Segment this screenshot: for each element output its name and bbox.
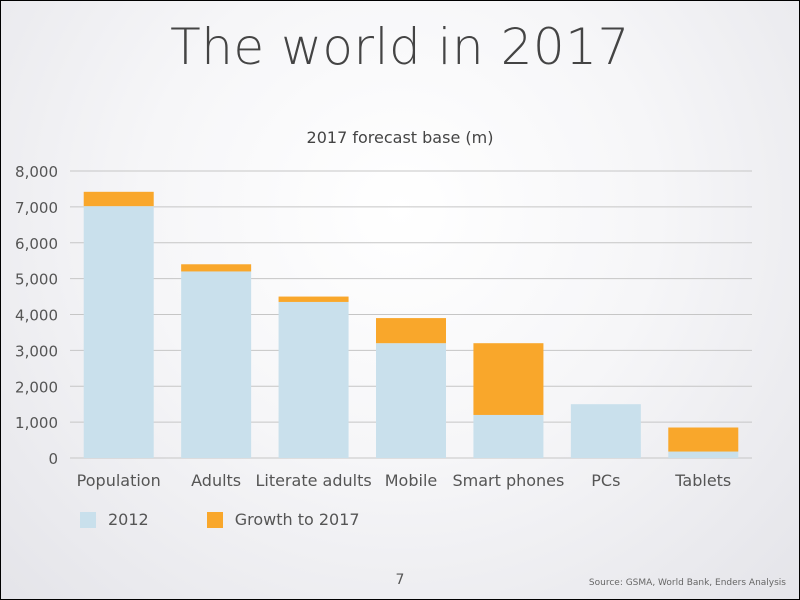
legend-label-growth: Growth to 2017	[234, 510, 360, 529]
page-number: 7	[395, 572, 405, 588]
slide-title: The world in 2017	[170, 18, 630, 76]
x-tick-label-5: PCs	[591, 471, 620, 490]
source-note: Source: GSMA, World Bank, Enders Analysi…	[588, 578, 786, 588]
legend-item-growth: Growth to 2017	[206, 510, 360, 529]
legend-label-2012: 2012	[108, 510, 149, 529]
y-tick-label-7000: 7,000	[15, 199, 58, 217]
bar-2012-5	[570, 404, 641, 458]
bar-growth-1	[181, 264, 252, 272]
x-tick-label-2: Literate adults	[255, 471, 371, 490]
chart-title: 2017 forecast base (m)	[306, 128, 494, 147]
bar-growth-2	[278, 296, 349, 302]
legend-item-2012: 2012	[80, 510, 149, 529]
y-tick-label-1000: 1,000	[15, 414, 58, 432]
x-tick-label-4: Smart phones	[452, 471, 564, 490]
y-tick-label-3000: 3,000	[15, 342, 58, 360]
bar-growth-3	[376, 318, 446, 344]
x-tick-label-6: Tablets	[674, 471, 731, 490]
bar-growth-4	[473, 343, 544, 415]
y-tick-label-5000: 5,000	[15, 271, 58, 289]
bar-2012-6	[668, 451, 739, 458]
chart-legend: 2012 Growth to 2017	[80, 510, 418, 529]
y-tick-label-6000: 6,000	[15, 235, 58, 253]
bar-2012-1	[181, 271, 252, 458]
bar-2012-4	[473, 414, 544, 458]
legend-swatch-2012	[80, 511, 96, 528]
x-tick-label-1: Adults	[191, 471, 241, 490]
bar-growth-0	[83, 191, 154, 207]
y-tick-label-2000: 2,000	[15, 378, 58, 396]
y-tick-label-8000: 8,000	[15, 163, 58, 181]
y-tick-label-0: 0	[48, 450, 58, 468]
x-tick-label-3: Mobile	[385, 471, 437, 490]
bar-growth-6	[668, 427, 739, 452]
x-tick-label-0: Population	[77, 471, 161, 490]
bar-2012-3	[376, 343, 446, 458]
y-tick-label-4000: 4,000	[15, 307, 58, 325]
bar-2012-2	[278, 301, 349, 458]
legend-swatch-growth	[206, 511, 223, 528]
bar-2012-0	[83, 206, 154, 458]
